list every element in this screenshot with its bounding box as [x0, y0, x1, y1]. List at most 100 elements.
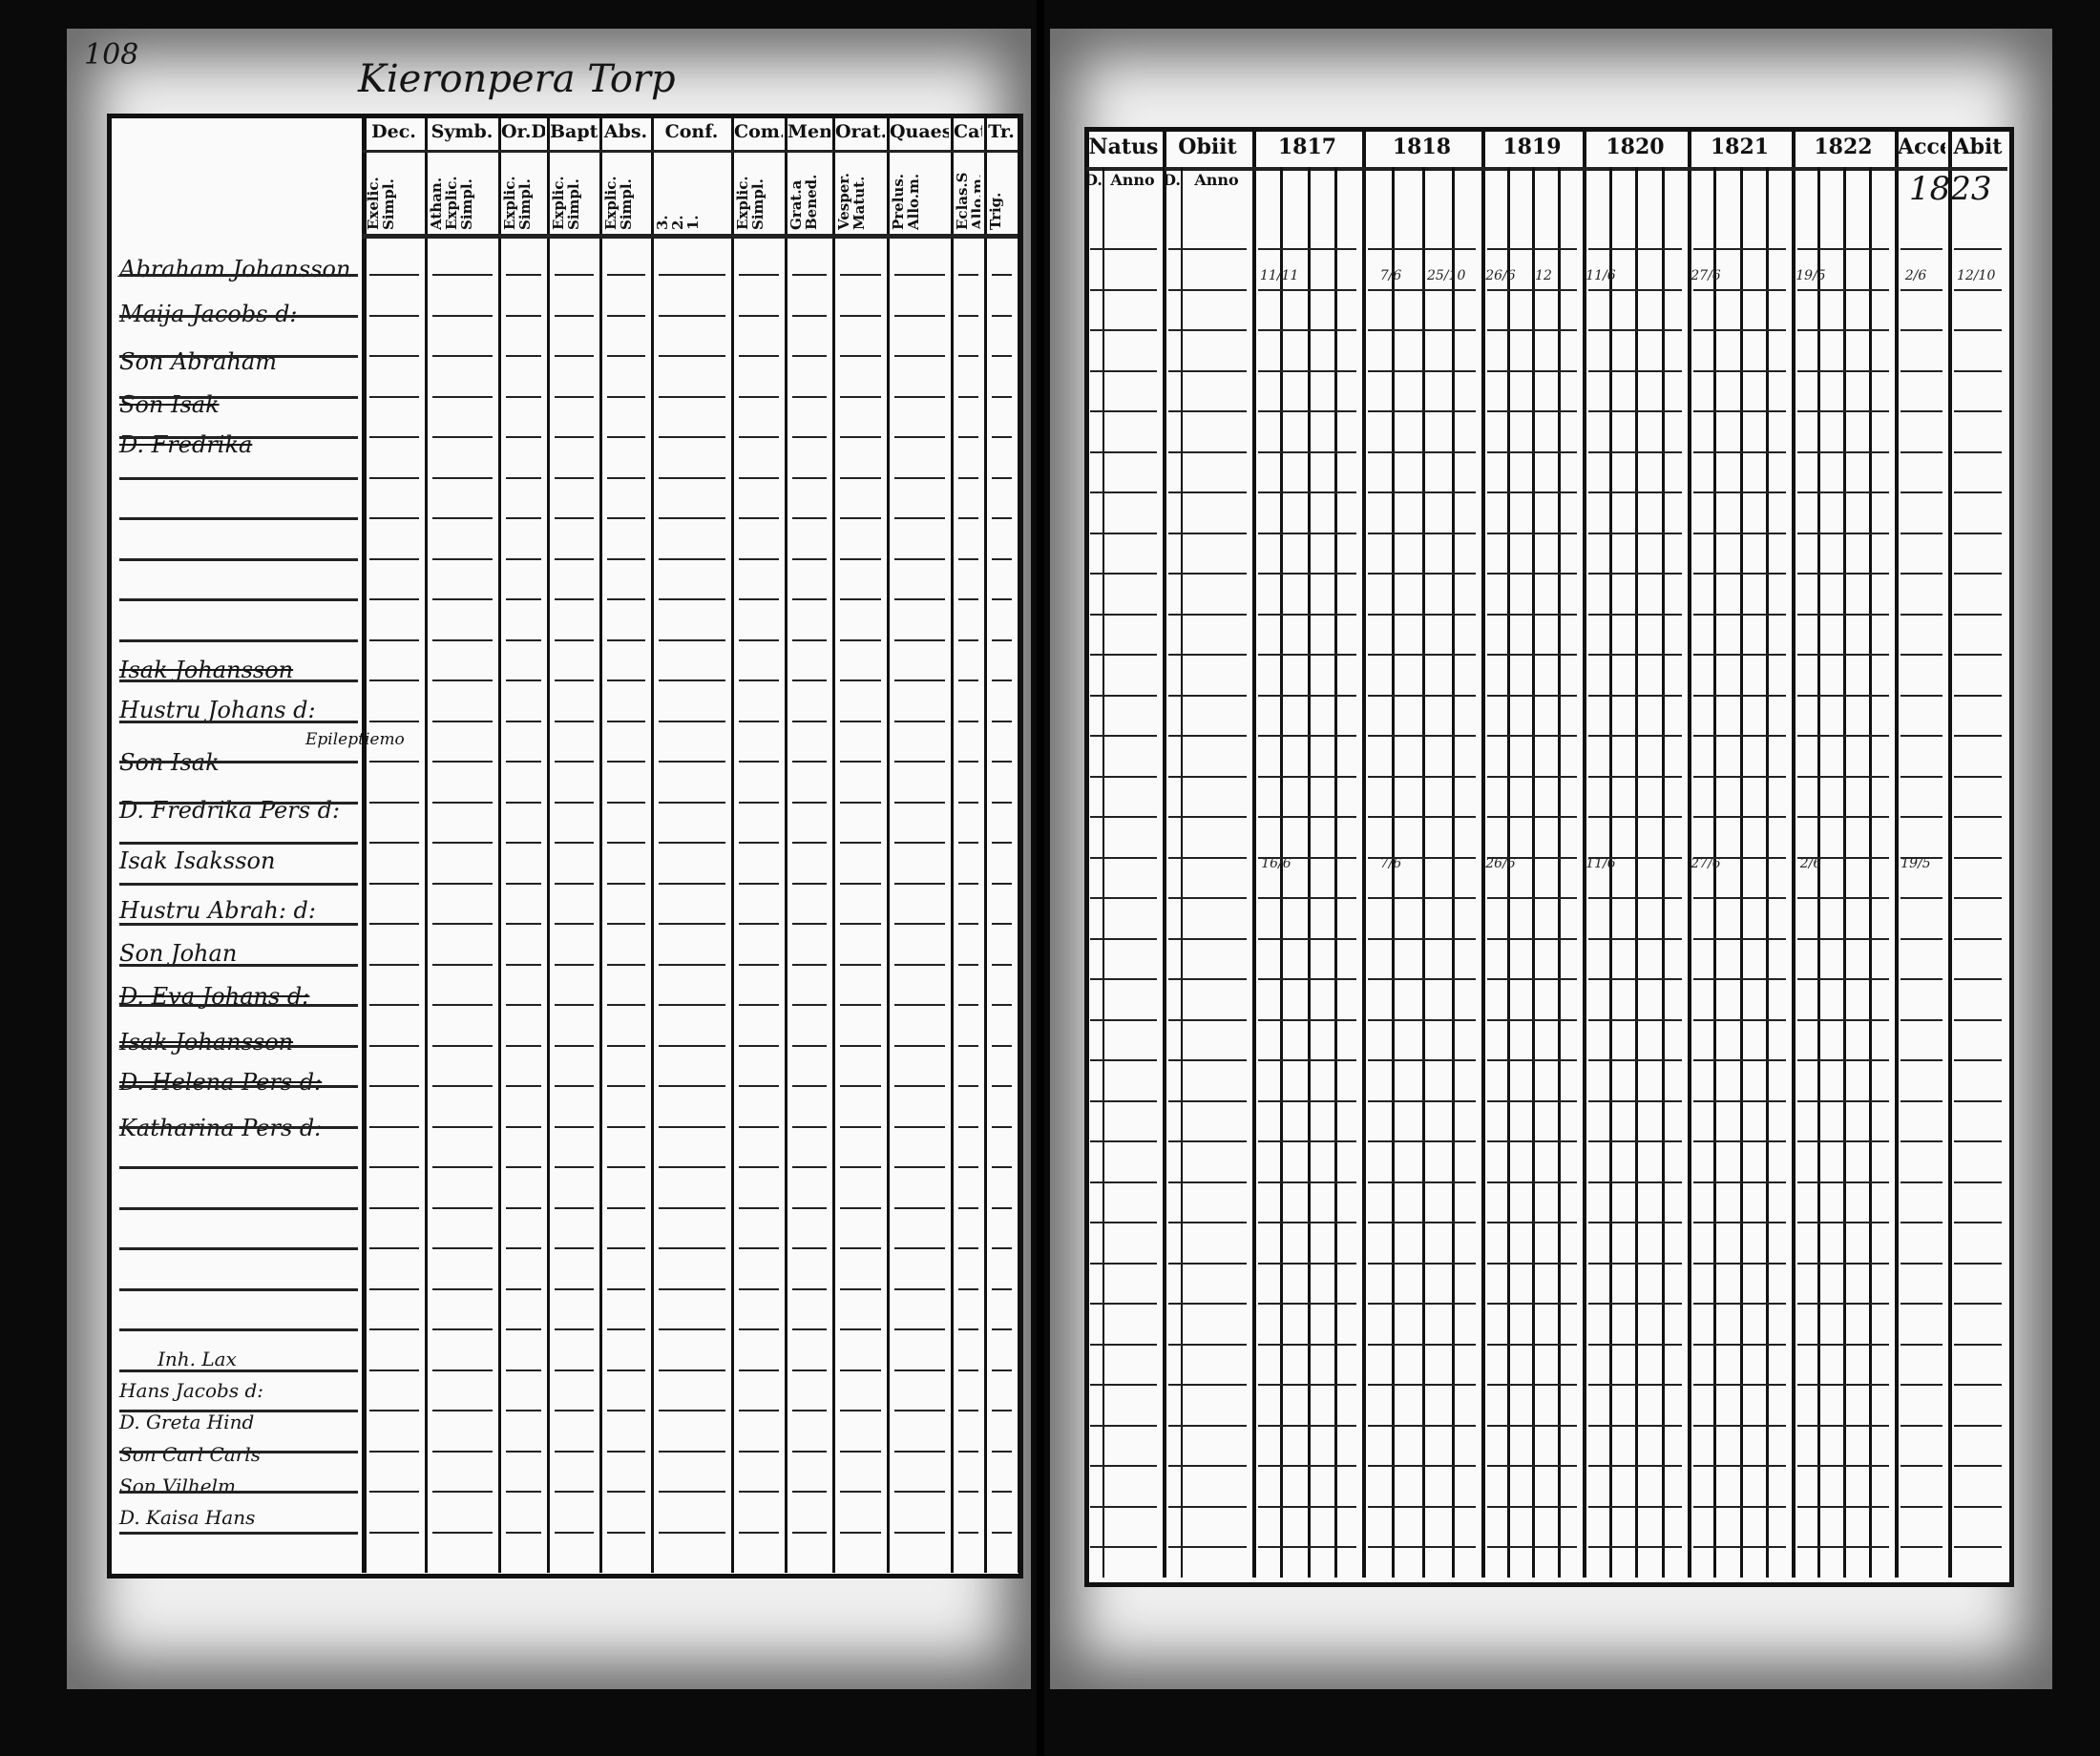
sub-column-divider	[1713, 167, 1716, 1578]
row-line	[792, 1045, 827, 1047]
row-line	[607, 598, 645, 600]
row-line	[607, 721, 645, 722]
row-line	[607, 883, 645, 885]
row-line	[1954, 1181, 2002, 1183]
row-line	[659, 1369, 725, 1371]
row-line	[432, 721, 493, 722]
row-line	[1258, 938, 1356, 940]
row-line	[992, 598, 1012, 600]
row-line	[1797, 1344, 1889, 1346]
row-line	[1487, 1465, 1577, 1467]
row-line	[840, 1410, 881, 1411]
row-line	[1693, 410, 1786, 412]
row-line	[432, 436, 493, 438]
row-line	[992, 639, 1012, 641]
name-entry: D. Greta Hind	[119, 1411, 255, 1433]
row-line	[1900, 289, 1942, 291]
sub-column-divider	[1452, 167, 1455, 1578]
row-line	[1168, 1506, 1247, 1508]
row-line	[894, 1004, 945, 1006]
row-line	[894, 1085, 945, 1087]
row-line	[992, 558, 1012, 560]
row-line	[659, 923, 725, 925]
row-line	[1168, 735, 1247, 737]
column-subheader: 3. 2. 1.	[655, 215, 702, 230]
row-line	[1487, 451, 1577, 453]
row-line	[659, 1166, 725, 1168]
column-divider	[1481, 131, 1485, 1578]
row-line	[1487, 1506, 1577, 1508]
row-line	[1900, 897, 1942, 899]
row-line	[739, 679, 779, 681]
row-line	[992, 436, 1012, 438]
row-line	[369, 1207, 419, 1209]
row-line	[432, 1126, 493, 1128]
row-line	[894, 598, 945, 600]
row-line	[1168, 410, 1247, 412]
row-line	[1090, 1384, 1157, 1386]
row-line	[1900, 654, 1942, 656]
row-line	[369, 842, 419, 844]
row-line	[369, 1328, 419, 1330]
row-line	[1900, 370, 1942, 372]
sub-column-divider	[1869, 167, 1872, 1578]
row-line	[739, 1288, 779, 1290]
row-line	[992, 842, 1012, 844]
row-line	[1090, 654, 1157, 656]
row-line	[1487, 1222, 1577, 1223]
column-header: 1817	[1277, 135, 1337, 159]
column-header: Abs.	[603, 121, 648, 142]
row-line	[739, 315, 779, 317]
row-line	[1797, 1303, 1889, 1305]
row-line	[792, 883, 827, 885]
column-header: Orat.	[835, 121, 885, 142]
row-line	[1258, 1059, 1356, 1061]
row-line	[1954, 1140, 2002, 1142]
column-divider	[498, 117, 501, 1573]
date-entry: 7/6	[1379, 856, 1402, 871]
row-line	[1954, 1506, 2002, 1508]
column-header: 1819	[1502, 135, 1562, 159]
row-line	[1258, 1140, 1356, 1142]
row-line	[607, 1085, 645, 1087]
row-line	[506, 1126, 541, 1128]
row-line	[607, 1126, 645, 1128]
sub-column-divider	[1163, 167, 1165, 1578]
row-line	[840, 1045, 881, 1047]
row-line	[1900, 1263, 1942, 1265]
row-line	[1487, 1303, 1577, 1305]
row-line	[1588, 897, 1682, 899]
row-line	[432, 1410, 493, 1411]
row-line	[792, 1247, 827, 1249]
row-line	[1900, 248, 1942, 250]
row-line	[506, 1328, 541, 1330]
row-line	[1588, 1344, 1682, 1346]
row-line	[1487, 978, 1577, 980]
row-line	[1954, 329, 2002, 331]
row-line	[1090, 1506, 1157, 1508]
row-line	[506, 558, 541, 560]
row-line	[1797, 573, 1889, 575]
row-line	[369, 1085, 419, 1087]
row-line	[1487, 735, 1577, 737]
row-line	[369, 721, 419, 722]
row-line	[1954, 1303, 2002, 1305]
page-title: Kieronpera Torp	[358, 57, 676, 101]
row-line	[1797, 857, 1889, 859]
row-line	[992, 721, 1012, 722]
row-line	[1900, 1181, 1942, 1183]
row-line	[1954, 1384, 2002, 1386]
row-line	[369, 598, 419, 600]
row-line	[1693, 1344, 1786, 1346]
row-line	[1693, 1140, 1786, 1142]
row-line	[1588, 1222, 1682, 1223]
column-divider	[731, 117, 734, 1573]
row-line	[1487, 248, 1577, 250]
name-entry: Son Johan	[119, 940, 238, 967]
row-line	[739, 436, 779, 438]
row-line	[1588, 1303, 1682, 1305]
row-line	[1090, 1465, 1157, 1467]
row-line	[369, 923, 419, 925]
row-line	[1588, 776, 1682, 778]
row-line	[659, 1288, 725, 1290]
